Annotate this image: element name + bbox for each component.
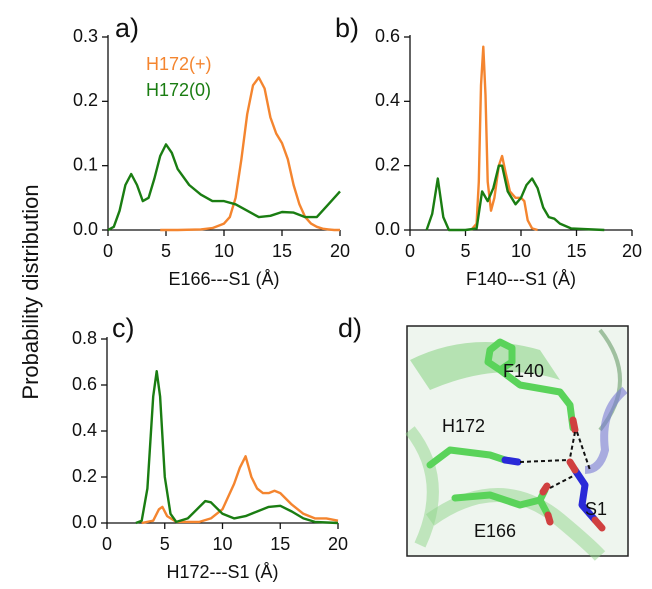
residue-stick <box>539 482 554 526</box>
data-line <box>160 76 340 232</box>
x-axis-label: H172---S1 (Å) <box>166 562 278 582</box>
x-tick-label: 10 <box>214 241 234 261</box>
x-tick-label: 20 <box>328 534 348 554</box>
x-tick-label: 10 <box>212 534 232 554</box>
y-tick-label: 0.2 <box>375 154 400 174</box>
x-tick-label: 5 <box>460 241 470 261</box>
ribbon <box>410 342 560 390</box>
y-tick-label: 0.4 <box>72 420 97 440</box>
y-tick-label: 0.6 <box>72 374 97 394</box>
x-tick-label: 15 <box>272 241 292 261</box>
panel-label: a) <box>115 13 139 43</box>
residue-stick <box>426 446 509 469</box>
y-tick-label: 0.0 <box>72 512 97 532</box>
y-tick-label: 0.2 <box>72 466 97 486</box>
residue-label: E166 <box>474 521 516 541</box>
x-tick-label: 15 <box>566 241 586 261</box>
x-tick-label: 5 <box>161 241 171 261</box>
x-tick-label: 0 <box>103 241 113 261</box>
data-line <box>107 143 341 232</box>
y-tick-label: 0.4 <box>375 90 400 110</box>
x-axis-label: E166---S1 (Å) <box>168 269 279 289</box>
panel-label: b) <box>335 13 359 43</box>
residue-label: H172 <box>442 416 485 436</box>
x-tick-label: 15 <box>270 534 290 554</box>
residue-stick <box>569 416 579 434</box>
ribbon <box>405 426 439 548</box>
hbond <box>569 431 576 459</box>
y-tick-label: 0.3 <box>73 26 98 46</box>
residue-stick <box>566 458 606 532</box>
y-axis-label: Probability distribution <box>18 184 43 399</box>
hbond <box>519 459 569 463</box>
data-line <box>425 164 605 232</box>
panel-label: d) <box>338 313 362 343</box>
residue-label: S1 <box>585 499 607 519</box>
ribbon <box>584 386 628 474</box>
x-tick-label: 20 <box>330 241 350 261</box>
y-tick-label: 0.8 <box>72 328 97 348</box>
hbond <box>549 474 576 489</box>
y-tick-label: 0.6 <box>375 26 400 46</box>
residue-label: F140 <box>503 361 544 381</box>
structure-image: F140 H172 E166 S1 <box>405 325 629 561</box>
panel-label: c) <box>112 313 135 343</box>
x-tick-label: 20 <box>622 241 642 261</box>
y-tick-label: 0.0 <box>73 219 98 239</box>
x-tick-label: 5 <box>160 534 170 554</box>
data-line <box>135 370 339 525</box>
residue-stick <box>484 338 577 432</box>
residue-stick <box>571 466 599 524</box>
x-tick-label: 0 <box>405 241 415 261</box>
residue-stick <box>501 456 522 466</box>
y-tick-label: 0.1 <box>73 154 98 174</box>
data-line <box>141 455 339 525</box>
legend-label: H172(0) <box>146 80 211 100</box>
x-axis-label: F140---S1 (Å) <box>466 269 576 289</box>
y-tick-label: 0.2 <box>73 90 98 110</box>
legend-label: H172(+) <box>146 54 212 74</box>
y-tick-label: 0.0 <box>375 219 400 239</box>
x-tick-label: 0 <box>102 534 112 554</box>
x-tick-label: 10 <box>511 241 531 261</box>
